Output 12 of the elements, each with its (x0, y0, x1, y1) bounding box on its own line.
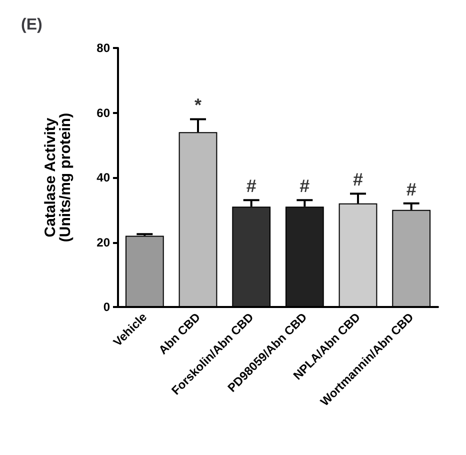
annotation: # (406, 179, 416, 200)
annotation: * (194, 95, 202, 116)
y-tick-label: 40 (96, 170, 110, 184)
y-tick-label: 20 (96, 235, 110, 250)
y-tick-label: 80 (96, 41, 110, 55)
chart-title: (E) (21, 16, 42, 34)
annotation: # (352, 170, 364, 190)
annotation: # (246, 176, 256, 196)
y-tick-label: 0 (103, 300, 110, 314)
y-axis-title: Catalase Activity (Units/mg protein) (42, 112, 74, 242)
annotation: # (300, 176, 310, 196)
y-tick-label: 60 (96, 106, 110, 120)
